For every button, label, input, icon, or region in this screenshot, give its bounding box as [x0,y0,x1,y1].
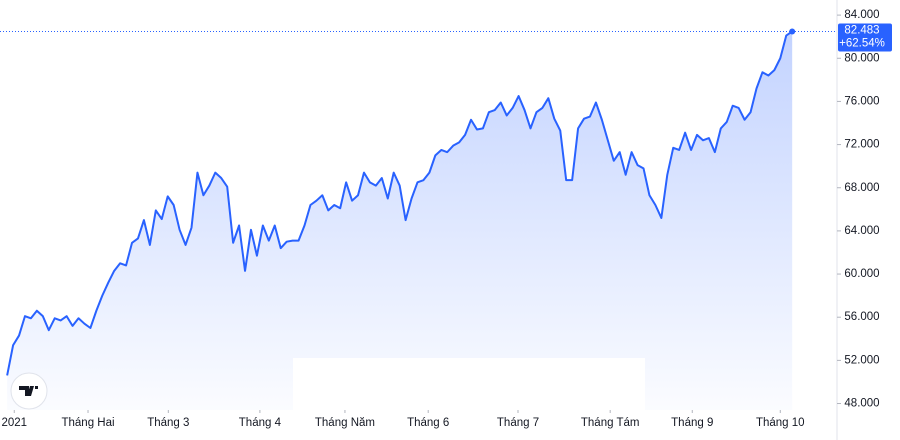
price-line [6,30,793,376]
last-value-label: 82.483 [844,25,879,37]
x-tick-label: Tháng 9 [671,417,713,429]
tv-logo[interactable] [10,372,48,410]
last-point [789,28,796,35]
y-tick-label: 80.000 [844,52,879,64]
x-tick-label: Tháng Năm [315,417,375,429]
y-tick-label: 48.000 [844,398,879,410]
x-tick-label: Tháng 6 [407,417,449,429]
y-tick-label: 64.000 [844,225,879,237]
last-price-box [838,23,892,52]
x-tick-label: Tháng 10 [756,417,805,429]
x-tick-label: Tháng Hai [61,417,114,429]
area-fill [7,31,793,410]
x-tick-label: Tháng 4 [239,417,282,429]
y-tick-label: 72.000 [844,139,879,151]
y-tick-label: 60.000 [844,268,879,280]
y-tick-label: 76.000 [844,95,879,107]
change-label: +62.54% [839,38,885,50]
y-tick-label: 68.000 [844,182,879,194]
y-tick-label: 84.000 [844,9,879,21]
y-tick-label: 56.000 [844,311,879,323]
x-tick-label: 2021 [1,417,27,429]
watermark-area [293,358,645,410]
x-tick-label: Tháng 7 [497,417,539,429]
x-tick-label: Tháng Tám [581,417,640,429]
y-tick-label: 52.000 [844,354,879,366]
x-tick-label: Tháng 3 [147,417,189,429]
